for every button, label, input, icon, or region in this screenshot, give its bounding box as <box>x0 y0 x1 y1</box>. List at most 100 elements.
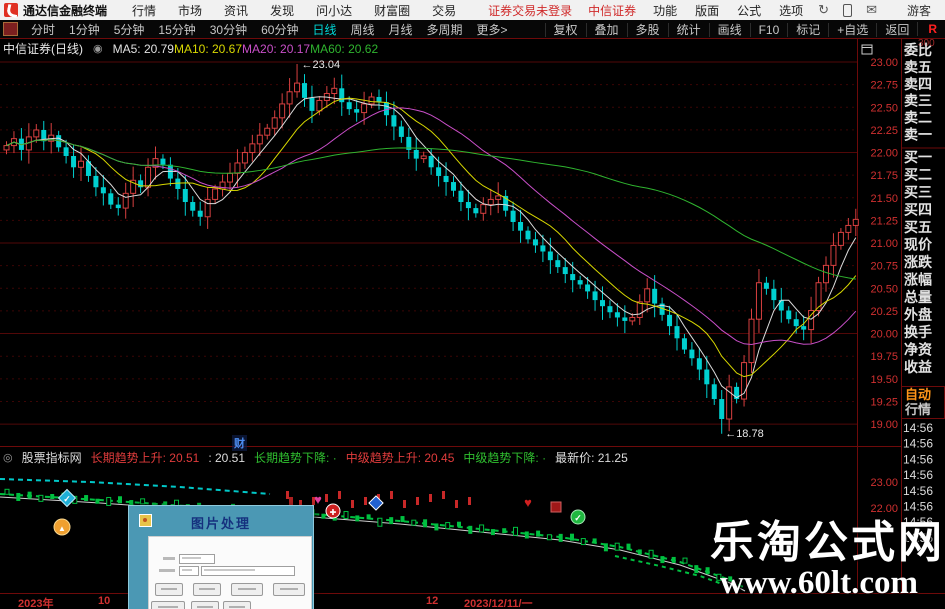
trade-status-label[interactable]: 中信证券 <box>588 3 637 18</box>
menubar-item[interactable]: 交易 <box>432 3 457 18</box>
price-annotations: ←23.04 ←18.78 <box>302 59 764 440</box>
svg-text:19.75: 19.75 <box>870 351 898 363</box>
toolbar-button[interactable]: 多股 <box>626 22 668 37</box>
toolbar-button[interactable]: +自选 <box>828 22 877 37</box>
svg-text:←18.78: ←18.78 <box>725 428 764 440</box>
menubar-item[interactable]: 发现 <box>270 3 295 18</box>
menubar: 通达信金融终端 行情 市场 资讯 发现 问小达 财富圈 交易 证券交易未登录 中信证券 功能 版… <box>0 0 945 21</box>
period-tab[interactable]: 15分钟 <box>158 22 196 37</box>
date-axis-label: 10 <box>98 595 111 607</box>
period-tab[interactable]: 60分钟 <box>261 22 299 37</box>
user-label[interactable]: 游客 <box>906 3 931 18</box>
svg-text:23.00: 23.00 <box>870 477 898 489</box>
toolbar-right: 复权 叠加 多股 统计 画线 F10 标记 +自选 返回 R <box>544 21 945 38</box>
form-input[interactable] <box>179 554 215 564</box>
period-tab[interactable]: 日线 <box>312 22 337 37</box>
period-tab[interactable]: 1分钟 <box>69 22 100 37</box>
menubar-item[interactable]: 市场 <box>178 3 203 18</box>
indicator-chart: ✓ ▲ ♥ ✚ ♥ ✓ <box>0 478 746 592</box>
svg-text:卖二: 卖二 <box>904 110 932 126</box>
svg-text:涨幅: 涨幅 <box>904 272 932 288</box>
form-input[interactable] <box>201 566 295 576</box>
ma-lines <box>6 96 857 399</box>
dialog-button[interactable] <box>223 601 251 609</box>
svg-text:行情: 行情 <box>904 402 931 417</box>
ma-value-label: MA60: 20.62 <box>310 41 379 56</box>
svg-text:22.25: 22.25 <box>870 125 898 137</box>
svg-text:净资: 净资 <box>904 342 932 358</box>
menubar-item[interactable]: 功能 <box>653 3 678 18</box>
period-tab[interactable]: 5分钟 <box>113 22 145 37</box>
svg-text:14:56: 14:56 <box>903 531 933 545</box>
eye-icon[interactable]: ◉ <box>93 43 103 55</box>
svg-text:♥: ♥ <box>314 492 322 507</box>
image-process-dialog[interactable]: 图片处理 <box>128 505 314 609</box>
menubar-status: 证券交易未登录 中信证券 <box>480 2 644 19</box>
ma-legend: MA5: 20.79MA10: 20.67MA20: 20.17MA60: 20… <box>113 42 379 56</box>
svg-text:买二: 买二 <box>904 167 932 183</box>
trade-status-label[interactable]: 证券交易未登录 <box>488 3 573 18</box>
period-tab[interactable]: 30分钟 <box>209 22 248 37</box>
date-axis-label: 2023/12/11/一 <box>464 598 533 609</box>
dialog-button[interactable] <box>191 601 219 609</box>
main-candlestick-chart <box>3 64 859 434</box>
indicator-axis: 23.00 22.00 <box>870 477 898 515</box>
menubar-item[interactable]: 选项 <box>779 3 804 18</box>
period-tab[interactable]: 分时 <box>31 22 56 37</box>
menubar-item[interactable]: 资讯 <box>224 3 249 18</box>
dialog-button[interactable] <box>273 583 305 596</box>
margin-r-badge: R <box>917 22 945 36</box>
svg-text:自动: 自动 <box>905 387 931 402</box>
period-tab[interactable]: 更多> <box>476 22 508 37</box>
toolbar-button[interactable]: 叠加 <box>585 22 627 37</box>
svg-text:总量: 总量 <box>904 289 932 305</box>
toolbar-button[interactable]: 统计 <box>667 22 709 37</box>
menubar-item[interactable]: 问小达 <box>316 3 353 18</box>
form-input[interactable] <box>179 566 199 576</box>
period-tab[interactable]: 月线 <box>388 22 413 37</box>
svg-text:卖四: 卖四 <box>904 76 932 92</box>
toolbar-button[interactable]: 标记 <box>787 22 829 37</box>
quote-panel: R 300委比卖五卖四卖三卖二卖一买一买二买三买四买五现价涨跌涨幅总量外盘换手净资… <box>901 21 945 545</box>
phone-icon[interactable] <box>843 3 853 17</box>
toolbar-button[interactable]: 复权 <box>544 22 586 37</box>
svg-text:21.25: 21.25 <box>870 215 898 227</box>
svg-text:现价: 现价 <box>904 237 933 253</box>
dialog-button[interactable] <box>151 601 185 609</box>
dialog-button[interactable] <box>231 583 263 596</box>
svg-text:✓: ✓ <box>63 494 71 504</box>
period-tabs: 分时 1分钟 5分钟 15分钟 30分钟 60分钟 日线 周线 月线 多周期 更多> <box>24 21 515 38</box>
toolbar-button[interactable]: 返回 <box>876 22 918 37</box>
price-grid <box>0 61 857 425</box>
toolbar-button[interactable]: 画线 <box>708 22 750 37</box>
svg-text:←23.04: ←23.04 <box>302 59 341 71</box>
svg-text:22.50: 22.50 <box>870 102 898 114</box>
menubar-item[interactable]: 行情 <box>132 3 157 18</box>
mail-icon[interactable]: ✉ <box>866 2 877 17</box>
svg-text:▲: ▲ <box>58 524 66 533</box>
menubar-item[interactable]: 财富圈 <box>374 3 411 18</box>
finance-tag[interactable]: 财 <box>232 435 247 451</box>
period-toolbar: 分时 1分钟 5分钟 15分钟 30分钟 60分钟 日线 周线 月线 多周期 更多> 复权 叠加 多股统… <box>0 20 945 38</box>
menubar-item[interactable]: 公式 <box>737 3 762 18</box>
ma-value-label: MA5: 20.79 <box>112 41 174 56</box>
indicator-eye-icon[interactable]: ◎ <box>3 452 13 464</box>
svg-text:14:56: 14:56 <box>903 437 933 451</box>
svg-text:22.00: 22.00 <box>870 148 898 160</box>
chart-legend: 中信证券(日线) ◉ MA5: 20.79MA10: 20.67MA20: 20… <box>3 40 378 57</box>
kline-type-icon[interactable] <box>3 22 18 36</box>
ma-value-label: MA20: 20.17 <box>242 41 311 56</box>
dialog-button[interactable] <box>193 583 221 596</box>
refresh-icon[interactable]: ↻ <box>818 2 830 17</box>
form-label <box>163 557 175 560</box>
svg-text:20.50: 20.50 <box>870 283 898 295</box>
dialog-button[interactable] <box>155 583 183 596</box>
toolbar-button[interactable]: F10 <box>749 22 788 37</box>
indicator-value-label: 中级趋势上升: 20.45 <box>345 451 455 465</box>
period-tab[interactable]: 多周期 <box>426 22 463 37</box>
form-label <box>159 569 175 572</box>
period-tab[interactable]: 周线 <box>350 22 375 37</box>
menubar-item[interactable]: 版面 <box>695 3 720 18</box>
svg-text:外盘: 外盘 <box>904 307 932 323</box>
menubar-right-items: 功能 版面 公式 选项 <box>644 2 812 19</box>
